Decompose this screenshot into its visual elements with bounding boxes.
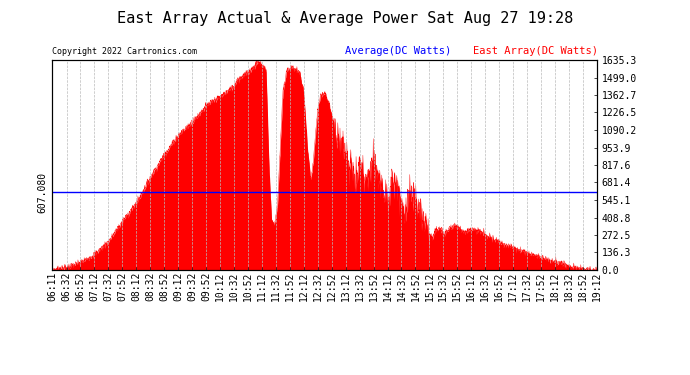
Text: Copyright 2022 Cartronics.com: Copyright 2022 Cartronics.com: [52, 47, 197, 56]
Text: East Array Actual & Average Power Sat Aug 27 19:28: East Array Actual & Average Power Sat Au…: [117, 11, 573, 26]
Text: Average(DC Watts): Average(DC Watts): [345, 46, 451, 56]
Text: East Array(DC Watts): East Array(DC Watts): [473, 46, 598, 56]
